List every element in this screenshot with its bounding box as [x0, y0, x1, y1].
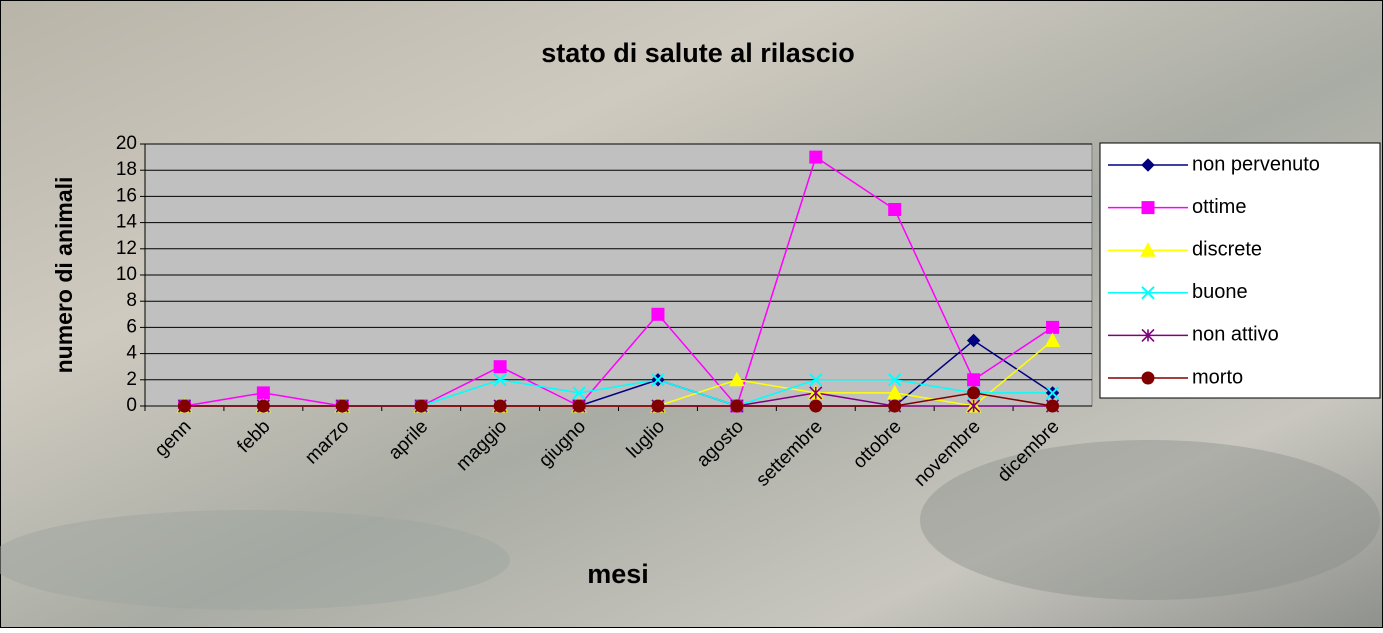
marker [177, 399, 191, 413]
marker [730, 399, 744, 413]
marker [572, 386, 586, 400]
marker [886, 384, 903, 400]
y-axis-label: numero di animali [51, 177, 77, 374]
photo-shade [920, 440, 1380, 600]
legend-label: non pervenuto [1192, 153, 1320, 175]
y-tick-label: 18 [116, 159, 137, 180]
y-tick-label: 12 [116, 238, 137, 259]
marker [1141, 328, 1155, 342]
y-tick-label: 8 [126, 290, 137, 311]
y-tick-label: 20 [116, 133, 137, 154]
marker [967, 386, 981, 400]
marker [1046, 320, 1060, 334]
marker [967, 373, 981, 387]
marker [651, 399, 665, 413]
marker [651, 307, 665, 321]
marker [1044, 332, 1061, 347]
marker [335, 399, 349, 413]
chart-title: stato di salute al rilascio [541, 38, 855, 68]
marker [888, 399, 902, 413]
marker [572, 399, 586, 413]
marker [493, 373, 507, 387]
marker [1141, 158, 1155, 172]
marker [493, 360, 507, 374]
marker [1141, 371, 1155, 385]
legend-label: buone [1192, 281, 1248, 303]
marker [256, 399, 270, 413]
y-tick-label: 0 [126, 395, 137, 416]
marker [809, 373, 823, 387]
y-tick-label: 14 [116, 212, 138, 233]
marker [1045, 386, 1060, 400]
marker [809, 399, 823, 413]
series-line [184, 392, 1053, 407]
x-axis-label: mesi [587, 559, 649, 589]
marker [414, 399, 428, 413]
marker [1140, 242, 1156, 257]
marker [1141, 286, 1155, 300]
legend-label: discrete [1192, 238, 1262, 260]
marker [888, 373, 902, 387]
legend-label: morto [1192, 366, 1243, 388]
marker [966, 333, 981, 348]
legend [1099, 142, 1381, 399]
legend-label: non attivo [1192, 324, 1279, 346]
y-tick-label: 2 [126, 369, 137, 390]
marker [729, 371, 745, 387]
marker [651, 373, 665, 387]
marker [809, 150, 823, 164]
series-line [184, 155, 1053, 408]
photo-shade [0, 510, 510, 610]
marker [1141, 201, 1155, 215]
marker [1046, 399, 1060, 413]
y-tick-label: 16 [116, 185, 137, 206]
legend-label: ottime [1192, 196, 1246, 218]
marker [256, 386, 270, 400]
y-tick-label: 10 [116, 264, 137, 285]
y-tick-label: 6 [126, 316, 137, 337]
marker [888, 203, 902, 216]
marker [809, 386, 823, 400]
marker [967, 399, 981, 413]
y-tick-label: 4 [126, 343, 137, 364]
marker [493, 399, 507, 413]
